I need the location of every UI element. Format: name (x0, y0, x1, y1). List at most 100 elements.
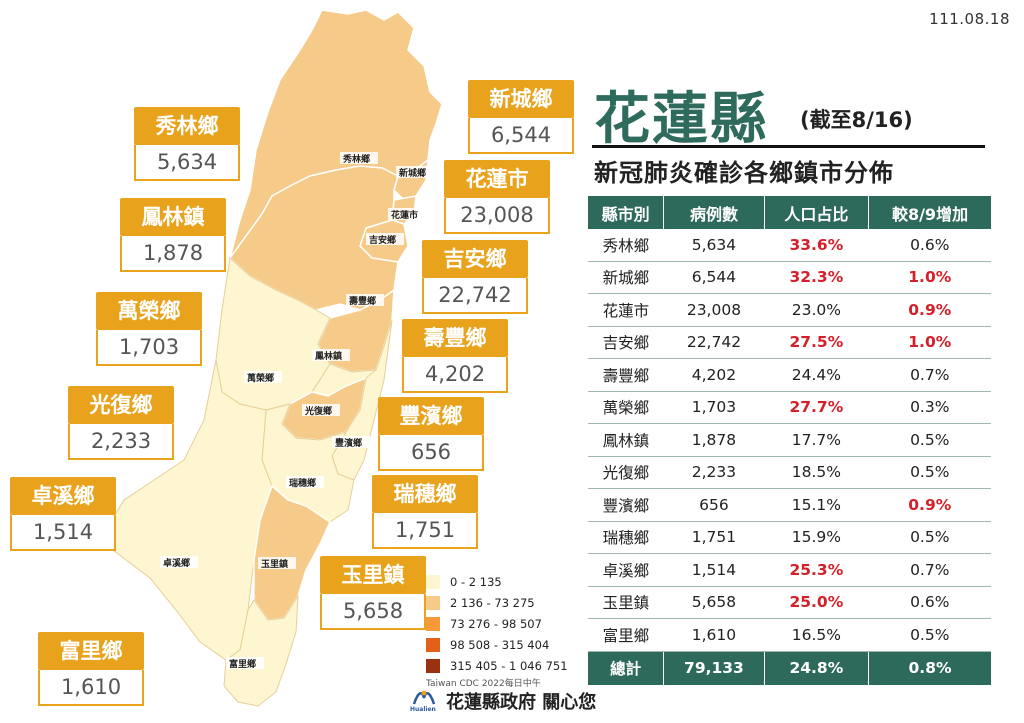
map-label-ruisui: 瑞穗鄉 (289, 477, 316, 489)
table-cell: 23,008 (663, 293, 765, 327)
callout-ruisui: 瑞穗鄉 1,751 (372, 475, 478, 549)
table-cell: 17.7% (764, 423, 869, 457)
table-cell: 卓溪鄉 (588, 553, 664, 587)
callout-value: 1,514 (10, 515, 116, 551)
map-label-zhuoxi: 卓溪鄉 (163, 557, 190, 569)
callout-name: 富里鄉 (38, 632, 144, 670)
table-row: 富里鄉 1,610 16.5% 0.5% (588, 618, 991, 652)
table-cell: 0.5% (868, 456, 991, 489)
callout-guangfu: 光復鄉 2,233 (68, 386, 174, 460)
table-cell: 吉安鄉 (588, 326, 664, 359)
footer: Hualien 花蓮縣政府 關心您 (410, 688, 596, 714)
callout-value: 23,008 (444, 198, 550, 234)
table-cell: 24.4% (764, 358, 869, 392)
legend-source: Taiwan CDC 2022每日中午 (426, 679, 541, 689)
table-cell: 0.5% (868, 423, 991, 457)
callout-name: 吉安鄉 (422, 240, 528, 278)
map-label-yuli: 玉里鎮 (261, 558, 288, 570)
table-cell: 0.3% (868, 391, 991, 424)
table-row: 豐濱鄉 656 15.1% 0.9% (588, 488, 991, 522)
table-cell: 0.8% (868, 651, 991, 685)
table-header-row: 縣市別 病例數 人口占比 較8/9增加 (588, 196, 991, 229)
map-label-fuli: 富里鄉 (229, 658, 256, 670)
legend-label: 2 136 - 73 275 (450, 595, 535, 610)
table-cell: 1,878 (663, 423, 765, 457)
table-cell: 27.7% (764, 391, 869, 424)
table-row: 萬榮鄉 1,703 27.7% 0.3% (588, 391, 991, 424)
logo-text: Hualien (410, 706, 436, 713)
callout-name: 瑞穗鄉 (372, 475, 478, 513)
callout-fuli: 富里鄉 1,610 (38, 632, 144, 706)
table-cell: 萬榮鄉 (588, 391, 664, 424)
callout-name: 豐濱鄉 (378, 397, 484, 435)
table-row: 壽豐鄉 4,202 24.4% 0.7% (588, 358, 991, 392)
callout-name: 秀林鄉 (134, 107, 240, 145)
table-header: 病例數 (663, 196, 765, 229)
table-cell: 秀林鄉 (588, 229, 664, 262)
legend-swatch (426, 595, 440, 610)
table-cell: 5,658 (663, 586, 765, 619)
table-cell: 瑞穗鄉 (588, 521, 664, 554)
table-cell: 1.0% (868, 326, 991, 359)
table-cell: 0.9% (868, 488, 991, 522)
table-cell: 32.3% (764, 261, 869, 294)
table-cell: 2,233 (663, 456, 765, 489)
callout-value: 22,742 (422, 278, 528, 314)
hualien-logo-icon: Hualien (410, 688, 438, 714)
callout-value: 1,610 (38, 670, 144, 706)
table-cell: 1,610 (663, 618, 765, 652)
table-row: 新城鄉 6,544 32.3% 1.0% (588, 261, 991, 294)
table-header: 人口占比 (764, 196, 870, 229)
table-cell: 0.5% (868, 521, 991, 554)
table-cell: 新城鄉 (588, 261, 664, 294)
table-cell: 0.6% (868, 586, 991, 619)
table-cell: 33.6% (764, 229, 869, 262)
table-cell: 24.8% (764, 651, 870, 685)
table-row: 花蓮市 23,008 23.0% 0.9% (588, 293, 991, 327)
map-label-fengbin: 豐濱鄉 (335, 437, 362, 449)
callout-name: 壽豐鄉 (402, 319, 508, 357)
map-legend: 0 - 2 135 2 136 - 73 275 73 276 - 98 507… (426, 571, 568, 689)
callout-jian: 吉安鄉 22,742 (422, 240, 528, 314)
table-total-row: 總計 79,133 24.8% 0.8% (588, 651, 991, 685)
map-label-fenglin: 鳳林鎮 (315, 350, 342, 362)
map-label-guangfu: 光復鄉 (304, 405, 332, 417)
map-label-wanrong: 萬榮鄉 (247, 372, 274, 384)
callout-value: 1,878 (120, 236, 226, 272)
table-cell: 玉里鎮 (588, 586, 664, 619)
map-label-xincheng: 新城鄉 (399, 167, 426, 179)
table-cell: 15.1% (764, 488, 869, 522)
table-cell: 4,202 (663, 358, 765, 392)
callout-value: 6,544 (468, 118, 574, 154)
callout-fengbin: 豐濱鄉 656 (378, 397, 484, 471)
table-cell: 1,514 (663, 553, 765, 587)
title-divider (592, 145, 985, 148)
table-cell: 22,742 (663, 326, 765, 359)
table-cell: 0.6% (868, 229, 991, 262)
table-cell: 5,634 (663, 229, 765, 262)
table-row: 鳳林鎮 1,878 17.7% 0.5% (588, 423, 991, 457)
callout-value: 5,634 (134, 145, 240, 181)
table-header: 縣市別 (588, 196, 665, 229)
callout-yuli: 玉里鎮 5,658 (320, 556, 426, 630)
page-title: 花蓮縣 (594, 87, 768, 152)
table-row: 吉安鄉 22,742 27.5% 1.0% (588, 326, 991, 359)
table-cell: 25.0% (764, 586, 869, 619)
callout-value: 2,233 (68, 424, 174, 460)
callout-xiulin: 秀林鄉 5,634 (134, 107, 240, 181)
page-subtitle: 新冠肺炎確診各鄉鎮市分佈 (594, 159, 894, 187)
table-cell: 0.5% (868, 618, 991, 652)
table-cell: 0.9% (868, 293, 991, 327)
map-region-fuli (223, 594, 299, 707)
footer-text: 花蓮縣政府 關心您 (446, 692, 597, 713)
table-cell: 15.9% (764, 521, 869, 554)
date-label: 111.08.18 (929, 10, 1010, 28)
table-cell: 16.5% (764, 618, 869, 652)
legend-label: 0 - 2 135 (450, 574, 502, 589)
table-cell: 總計 (588, 651, 665, 685)
callout-value: 656 (378, 435, 484, 471)
callout-name: 卓溪鄉 (10, 477, 116, 515)
callout-xincheng: 新城鄉 6,544 (468, 80, 574, 154)
callout-wanrong: 萬榮鄉 1,703 (96, 292, 202, 366)
callout-name: 光復鄉 (68, 386, 174, 424)
